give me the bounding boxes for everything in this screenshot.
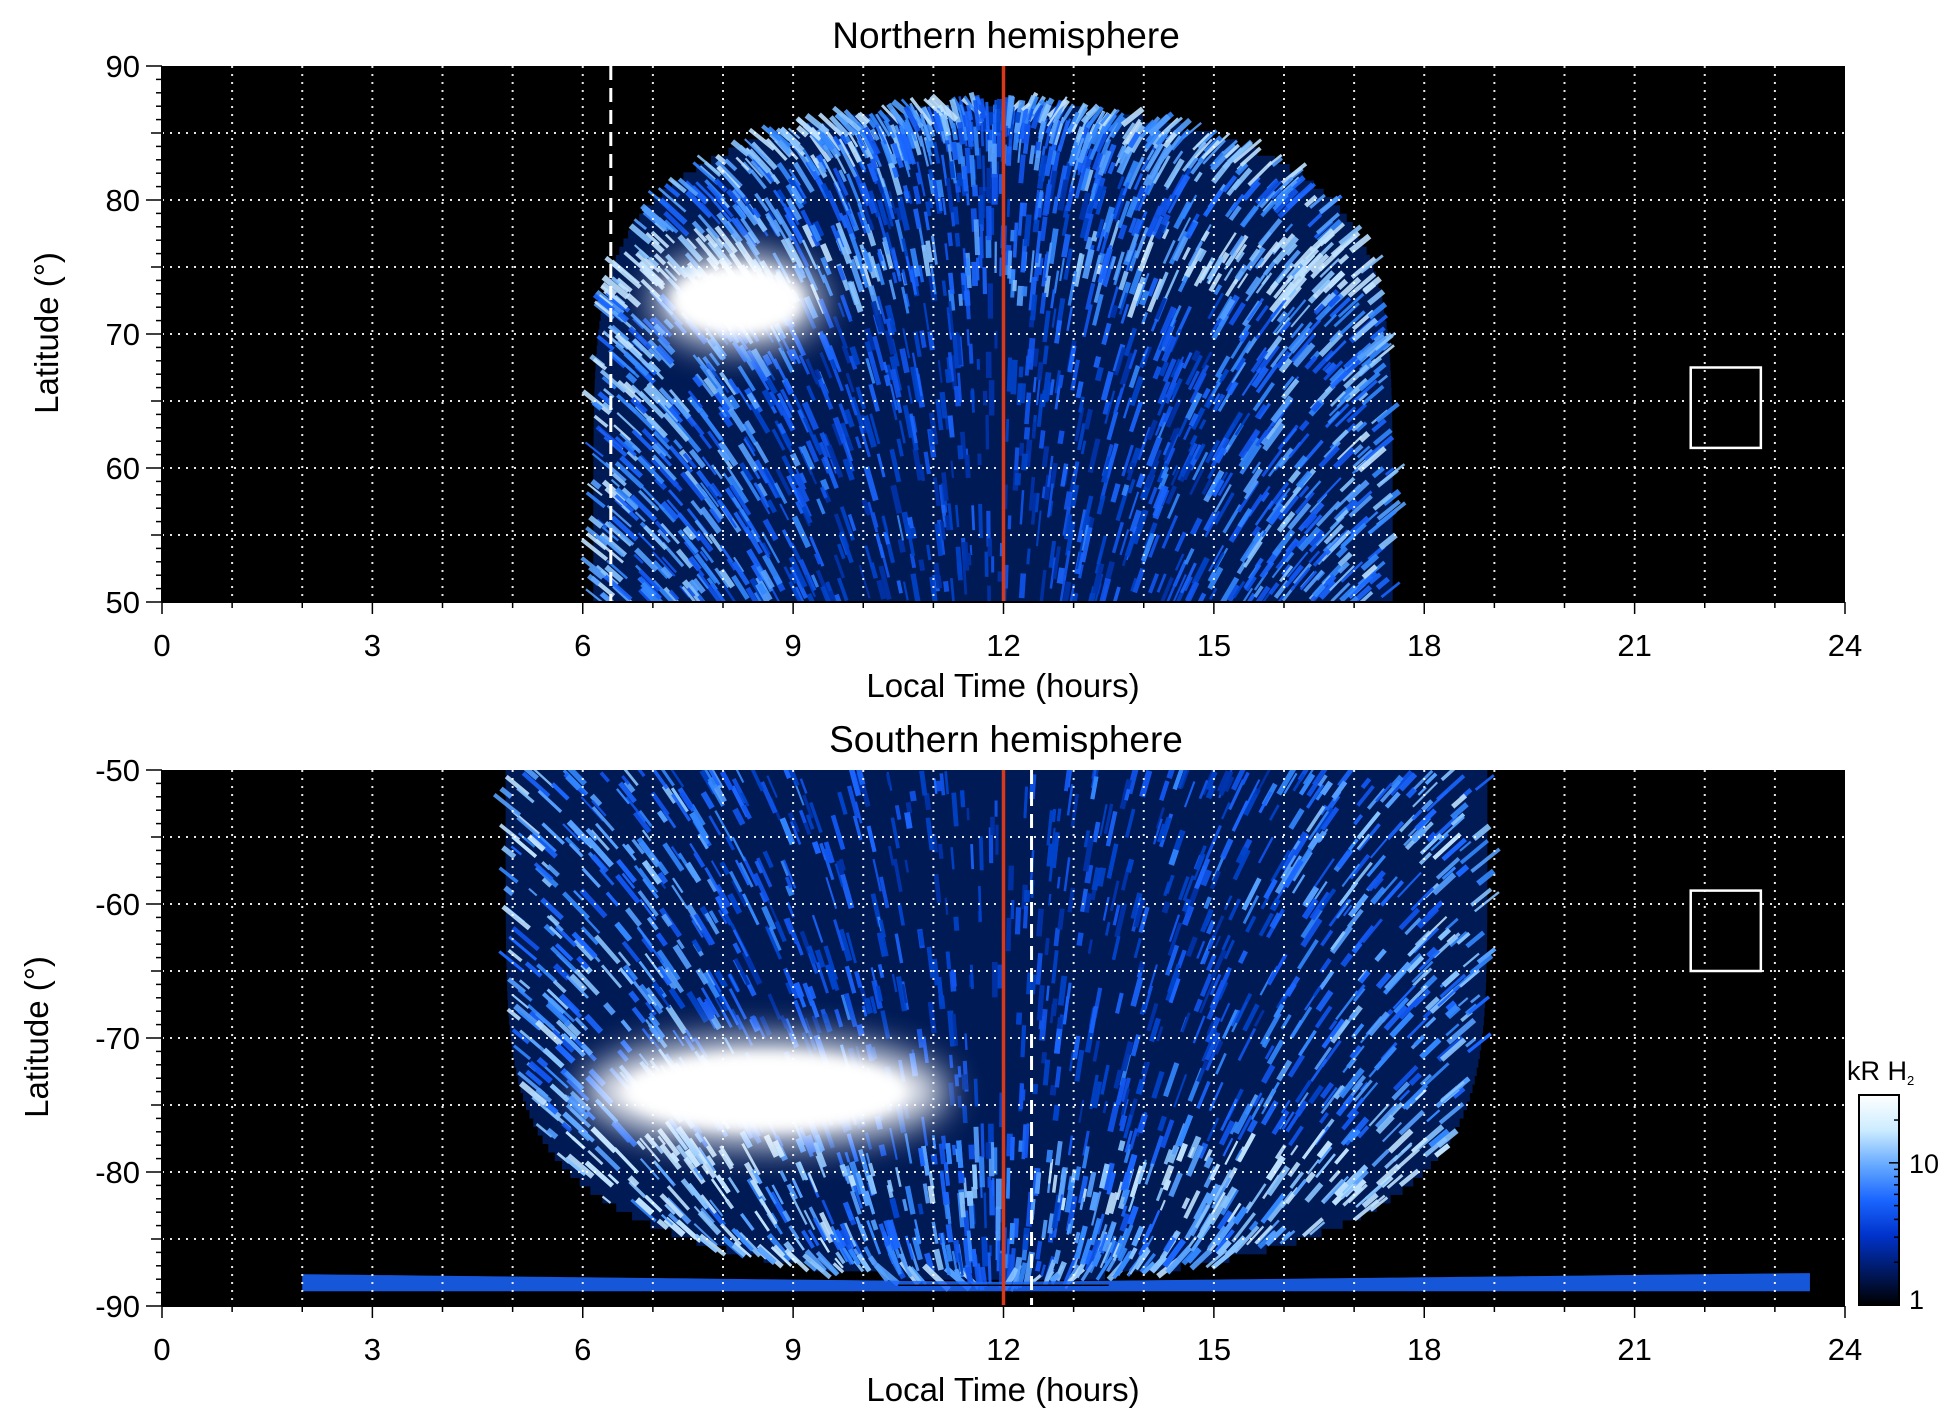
x-tick-label: 21 — [1617, 1332, 1651, 1367]
colorbar-gradient — [1858, 1094, 1900, 1306]
x-tick-label: 15 — [1197, 628, 1231, 663]
colorbar-tick-label: 10 — [1909, 1149, 1939, 1179]
y-axis: -90 -80 -70 -60 -50 — [95, 753, 163, 1324]
reference-box — [1689, 366, 1763, 450]
x-tick-label: 9 — [785, 628, 802, 663]
y-tick-label: 50 — [106, 585, 140, 620]
x-tick-label: 0 — [153, 628, 170, 663]
panel-south: Southern hemisphere -90 -80 -70 -60 -50 0 3 6 9… — [18, 719, 1862, 1408]
chart-title: Northern hemisphere — [832, 15, 1180, 56]
x-axis-label: Local Time (hours) — [866, 1371, 1139, 1408]
colorbar-ticks: 1 10 — [1889, 1094, 1939, 1315]
y-tick-label: 90 — [106, 49, 140, 84]
x-tick-label: 0 — [153, 1332, 170, 1367]
y-tick-label: -90 — [95, 1289, 140, 1324]
x-axis-label: Local Time (hours) — [866, 667, 1139, 704]
x-tick-label: 9 — [785, 1332, 802, 1367]
x-axis: 0 3 6 9 12 15 18 21 24 — [153, 1305, 1862, 1367]
y-tick-label: 60 — [106, 451, 140, 486]
heatmap-image — [580, 91, 1407, 602]
x-tick-label: 3 — [364, 628, 381, 663]
x-tick-label: 24 — [1828, 628, 1862, 663]
colorbar-label: kR H2 — [1847, 1056, 1914, 1088]
overlays — [1001, 770, 1763, 1306]
y-axis-label: Latitude (°) — [18, 956, 55, 1118]
colorbar-tick-label: 1 — [1909, 1285, 1924, 1315]
overlays — [609, 66, 1763, 602]
x-tick-label: 3 — [364, 1332, 381, 1367]
panel-north: Northern hemisphere 50 60 70 80 90 0 3 6 9 12 15 1… — [28, 15, 1862, 704]
y-axis: 50 60 70 80 90 — [106, 49, 163, 620]
y-tick-label: 70 — [106, 317, 140, 352]
x-tick-label: 18 — [1407, 1332, 1441, 1367]
heatmap-image — [302, 770, 1810, 1292]
x-tick-label: 18 — [1407, 628, 1441, 663]
x-tick-label: 6 — [574, 1332, 591, 1367]
x-tick-label: 24 — [1828, 1332, 1862, 1367]
y-tick-label: -70 — [95, 1021, 140, 1056]
x-tick-label: 6 — [574, 628, 591, 663]
y-tick-label: -80 — [95, 1155, 140, 1190]
y-tick-label: 80 — [106, 183, 140, 218]
chart-title: Southern hemisphere — [829, 719, 1183, 760]
x-tick-label: 12 — [986, 1332, 1020, 1367]
colorbar: kR H2 1 10 — [1847, 1056, 1939, 1315]
x-tick-label: 12 — [986, 628, 1020, 663]
reference-box — [1689, 889, 1763, 973]
x-tick-label: 21 — [1617, 628, 1651, 663]
y-tick-label: -50 — [95, 753, 140, 788]
x-axis: 0 3 6 9 12 15 18 21 24 — [153, 601, 1862, 663]
x-tick-label: 15 — [1197, 1332, 1231, 1367]
y-tick-label: -60 — [95, 887, 140, 922]
y-axis-label: Latitude (°) — [28, 252, 65, 414]
